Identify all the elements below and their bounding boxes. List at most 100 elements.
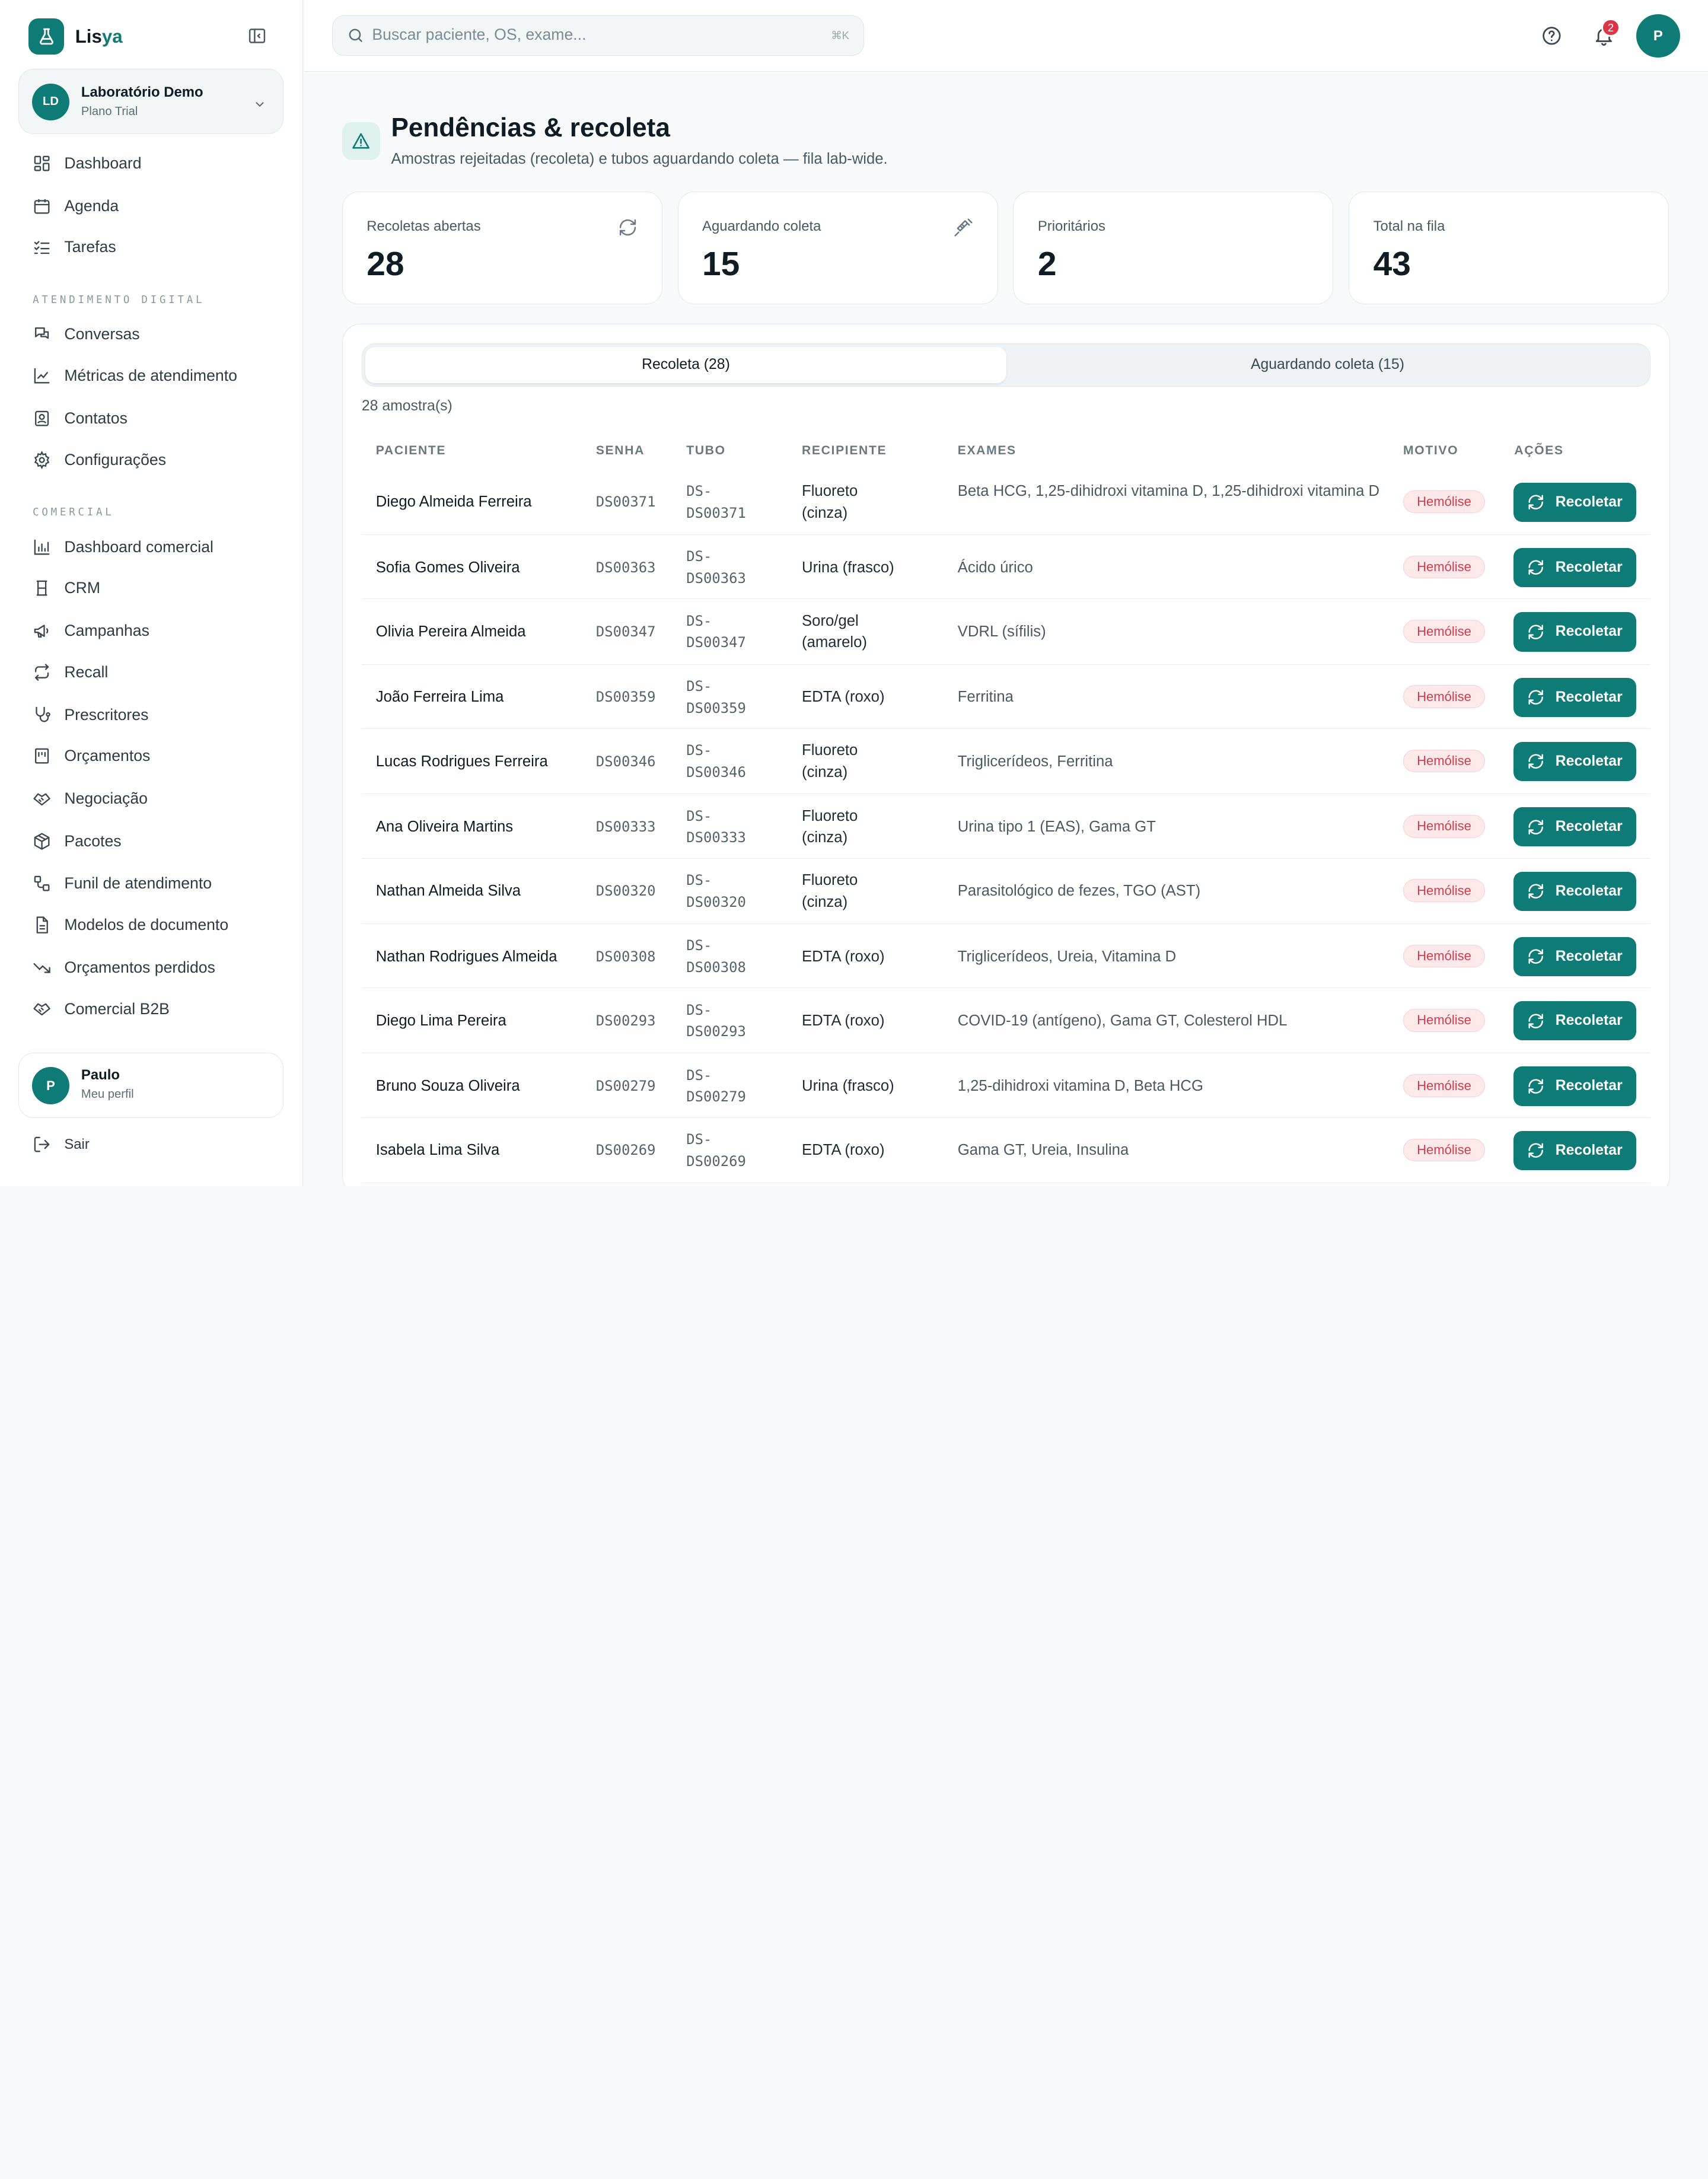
sidebar-item-comercial-b2b[interactable]: Comercial B2B: [33, 996, 170, 1022]
sidebar-item-orcamentos-perdidos[interactable]: Orçamentos perdidos: [33, 954, 215, 980]
sidebar-collapse-icon[interactable]: [247, 26, 267, 46]
exams-list: 1,25-dihidroxi vitamina D, Beta HCG: [957, 1078, 1203, 1095]
patient-name[interactable]: Ana Oliveira Martins: [375, 818, 514, 835]
recollect-label: Recoletar: [1555, 1012, 1623, 1029]
stat-label: Recoletas abertas: [367, 218, 481, 235]
patient-name[interactable]: Nathan Rodrigues Almeida: [375, 948, 557, 965]
recollect-button[interactable]: Recoletar: [1513, 612, 1637, 652]
logout-button[interactable]: Sair: [33, 1135, 90, 1154]
container-type: Soro/gel (amarelo): [802, 612, 867, 651]
org-switcher[interactable]: LD Laboratório Demo Plano Trial: [18, 68, 283, 134]
container-type: Fluoreto (cinza): [802, 871, 858, 910]
user-profile-card[interactable]: P Paulo Meu perfil: [18, 1052, 283, 1118]
recollect-button[interactable]: Recoletar: [1513, 547, 1637, 588]
tube-code: DS- DS00293: [686, 999, 746, 1043]
tab-recoleta[interactable]: Recoleta (28): [365, 347, 1006, 383]
sidebar-item-dashboard[interactable]: Dashboard: [33, 151, 142, 177]
table-row: Diego Lima Pereira DS00293 DS- DS00293 EDTA …: [361, 988, 1651, 1054]
sidebar-item-label: Campanhas: [64, 622, 149, 640]
patient-name[interactable]: Nathan Almeida Silva: [375, 883, 521, 900]
sidebar-item-tarefas[interactable]: Tarefas: [33, 234, 116, 260]
page-subtitle: Amostras rejeitadas (recoleta) e tubos a…: [391, 150, 888, 167]
sidebar-item-configuracoes[interactable]: Configurações: [33, 447, 166, 473]
tube-code-line1: DS-: [686, 871, 712, 888]
stat-label: Total na fila: [1373, 218, 1445, 235]
stat-label: Prioritários: [1037, 218, 1105, 235]
recollect-button[interactable]: Recoletar: [1513, 1001, 1637, 1041]
recollect-button[interactable]: Recoletar: [1513, 482, 1637, 522]
sidebar-item-agenda[interactable]: Agenda: [33, 193, 119, 219]
search-input[interactable]: [372, 15, 808, 54]
help-icon[interactable]: [1541, 25, 1563, 47]
tube-code-line2: DS00279: [686, 1088, 746, 1106]
document-icon: [33, 916, 51, 934]
recollect-label: Recoletar: [1555, 623, 1623, 640]
brand[interactable]: Lisya: [28, 18, 123, 55]
recollect-label: Recoletar: [1555, 559, 1623, 576]
sidebar-item-dashboard-comercial[interactable]: Dashboard comercial: [33, 534, 214, 560]
stat-value: 15: [702, 245, 740, 283]
recollect-button[interactable]: Recoletar: [1513, 807, 1637, 847]
sidebar-item-metricas[interactable]: Métricas de atendimento: [33, 363, 237, 389]
tube-code-line1: DS-: [686, 612, 712, 629]
sidebar-item-campanhas[interactable]: Campanhas: [33, 618, 149, 644]
brand-name-suffix: ya: [101, 26, 123, 47]
exams-list: Triglicerídeos, Ureia, Vitamina D: [957, 948, 1177, 965]
sidebar-item-funil[interactable]: Funil de atendimento: [33, 871, 212, 897]
refresh-icon: [1527, 623, 1544, 641]
patient-name[interactable]: Bruno Souza Oliveira: [375, 1078, 520, 1095]
exams-list: Beta HCG, 1,25-dihidroxi vitamina D, 1,2…: [957, 483, 1380, 500]
exams-list: Ácido úrico: [957, 559, 1033, 576]
exams-list: Triglicerídeos, Ferritina: [957, 753, 1113, 770]
recollect-button[interactable]: Recoletar: [1513, 1130, 1637, 1170]
search-box[interactable]: ⌘K: [332, 15, 864, 56]
sidebar-item-crm[interactable]: CRM: [33, 575, 100, 601]
sidebar-item-label: Orçamentos perdidos: [64, 958, 215, 976]
refresh-icon: [1527, 493, 1544, 511]
recollect-button[interactable]: Recoletar: [1513, 1066, 1637, 1106]
patient-name[interactable]: Diego Almeida Ferreira: [375, 493, 532, 511]
refresh-icon: [1527, 883, 1544, 900]
handshake-icon: [33, 999, 51, 1018]
sidebar-item-label: Dashboard comercial: [64, 537, 214, 556]
sidebar-item-modelos[interactable]: Modelos de documento: [33, 912, 228, 938]
recollect-button[interactable]: Recoletar: [1513, 871, 1637, 911]
column-header-exames: EXAMES: [957, 443, 1016, 457]
patient-name[interactable]: Lucas Rodrigues Ferreira: [375, 753, 548, 770]
stat-card-recoletas: Recoletas abertas 28: [342, 192, 662, 304]
sidebar-item-negociacao[interactable]: Negociação: [33, 785, 148, 811]
sidebar-item-recall[interactable]: Recall: [33, 659, 108, 685]
sidebar-item-prescritores[interactable]: Prescritores: [33, 702, 148, 728]
refresh-icon: [1527, 1012, 1544, 1030]
patient-name[interactable]: Sofia Gomes Oliveira: [375, 559, 520, 576]
refresh-icon: [1527, 753, 1544, 770]
tube-code-line1: DS-: [686, 1131, 712, 1148]
org-name: Laboratório Demo: [81, 84, 203, 101]
container-type: Fluoreto (cinza): [802, 483, 858, 521]
handshake-icon: [33, 789, 51, 808]
patient-name[interactable]: Olivia Pereira Almeida: [375, 623, 526, 641]
chevron-down-icon: [253, 95, 266, 109]
column-header-tubo: TUBO: [686, 443, 726, 457]
patient-name[interactable]: Diego Lima Pereira: [375, 1012, 506, 1029]
recollect-label: Recoletar: [1555, 753, 1623, 770]
senha-code: DS00359: [595, 689, 656, 706]
recollect-button[interactable]: Recoletar: [1513, 677, 1637, 717]
sidebar-item-pacotes[interactable]: Pacotes: [33, 828, 122, 854]
sidebar-item-conversas[interactable]: Conversas: [33, 321, 140, 348]
page-title: Pendências & recoleta: [391, 113, 670, 143]
sidebar-item-contatos[interactable]: Contatos: [33, 405, 128, 431]
section-label-comercial: COMERCIAL: [33, 506, 114, 519]
tab-aguardando-coleta[interactable]: Aguardando coleta (15): [1250, 356, 1404, 373]
avatar[interactable]: P: [1636, 14, 1680, 58]
patient-name[interactable]: João Ferreira Lima: [375, 689, 504, 706]
stat-card-total: Total na fila 43: [1349, 192, 1669, 304]
table-row: Diego Almeida Ferreira DS00371 DS- DS00371 F…: [361, 470, 1651, 535]
patient-name[interactable]: Isabela Lima Silva: [375, 1142, 500, 1159]
sidebar-item-orcamentos[interactable]: Orçamentos: [33, 743, 150, 769]
recollect-button[interactable]: Recoletar: [1513, 936, 1637, 976]
calendar-icon: [33, 197, 51, 215]
search-shortcut: ⌘K: [831, 28, 849, 42]
recollect-button[interactable]: Recoletar: [1513, 741, 1637, 782]
reason-badge: Hemólise: [1403, 815, 1485, 838]
